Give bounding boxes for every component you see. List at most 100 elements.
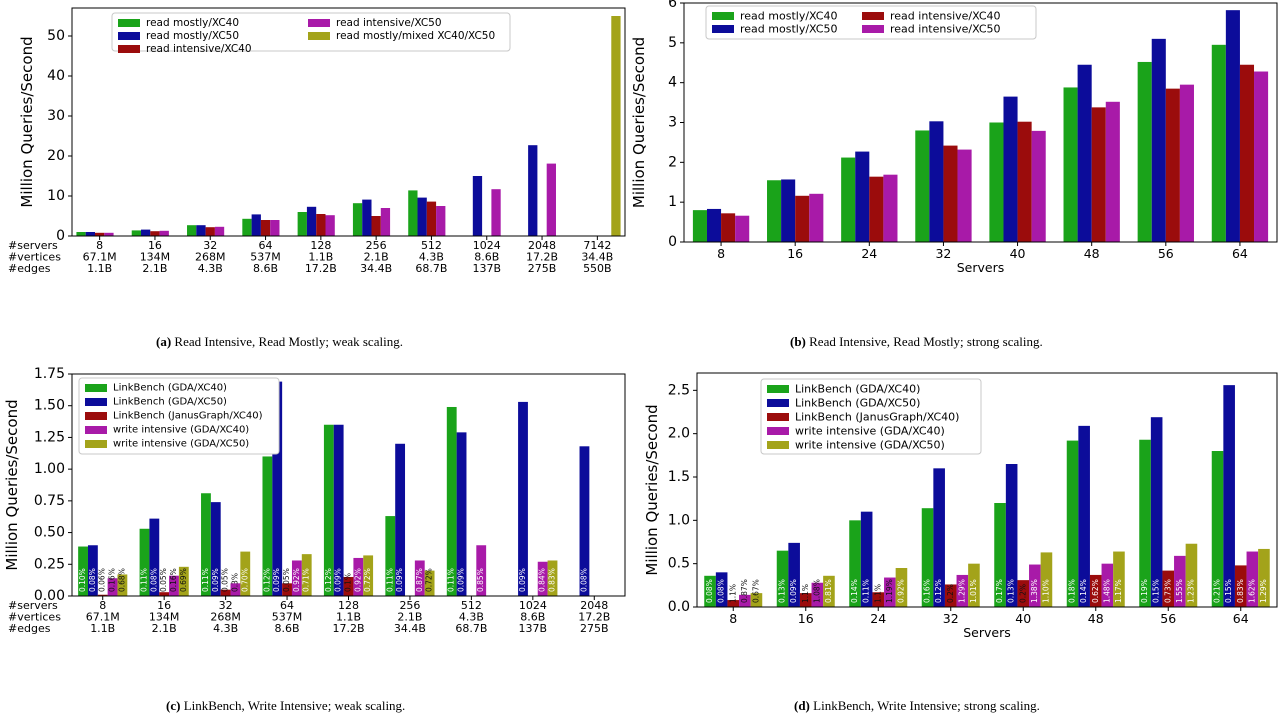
legend-swatch [308,32,330,40]
bar [943,145,958,242]
x-tick-label: 1.1B [87,262,112,275]
bar [446,406,457,596]
bar [1091,107,1106,242]
legend-swatch [862,25,884,33]
bar-value-label: 1.08% [812,579,821,603]
bar [776,550,789,607]
x-tick-label: 64 [1232,246,1248,261]
bar [131,230,142,236]
bar [788,542,800,607]
bar-value-label: 1.62% [1247,579,1256,603]
bar [472,176,483,236]
bar [117,574,128,596]
bar [956,574,969,607]
bar [220,589,231,596]
legend-swatch [767,427,789,435]
x-tick-label: 2.1B [364,251,389,264]
bar-value-label: 0.05% [159,568,168,592]
bar [546,163,556,236]
bar [884,577,896,607]
y-axis-label: Million Queries/Second [630,37,648,208]
legend-swatch [85,440,107,448]
bar [353,557,364,596]
bar-value-label: 1.1% [873,584,882,603]
bar [895,568,908,607]
row-label: #edges [8,622,51,635]
x-tick-label: 34.4B [360,262,392,275]
bar [823,575,835,607]
y-tick-label: 2.0 [668,426,690,442]
legend-entry: read intensive/XC40 [890,10,1001,23]
x-tick-label: 2.1B [152,622,177,635]
x-tick-label: 512 [421,239,442,252]
bar [169,575,179,596]
x-tick-label: 68.7B [455,622,487,635]
bar [721,213,736,242]
bar [282,583,292,596]
bar [781,179,796,242]
bar [735,215,750,242]
x-tick-label: 16 [798,611,814,626]
bar-value-label: 1.01% [969,579,978,603]
legend-entry: write intensive (GDA/XC40) [795,425,945,438]
x-tick-label: 256 [399,599,420,612]
legend-entry: read mostly/XC40 [740,10,837,23]
bar-value-label: 0.14% [850,579,859,603]
bar-value-label: 0.83% [1236,579,1245,603]
y-tick-label: 30 [47,108,65,124]
bar-value-label: 0.08% [88,568,97,592]
bar [968,563,980,607]
bar [426,201,437,236]
bar [149,518,160,596]
bar [150,231,160,236]
bar-value-label: 0.72% [425,568,434,592]
bar-value-label: 1.1% [728,584,737,603]
bar [872,592,885,607]
legend-swatch [767,399,789,407]
bar [210,502,221,596]
bar-value-label: 0.84% [538,568,547,592]
bar [704,575,716,607]
bar [1077,64,1092,242]
bar [944,584,957,607]
x-tick-label: 8 [717,246,725,261]
legend-swatch [767,413,789,421]
y-tick-label: 0.5 [668,556,690,572]
bar [611,16,621,236]
bar [1174,555,1186,607]
x-tick-label: 32 [935,246,951,261]
bar-value-label: 0.19% [1140,579,1149,603]
legend-entry: read mostly/XC40 [146,17,239,29]
y-axis-label: Million Queries/Second [18,36,36,207]
x-tick-label: 34.4B [394,622,426,635]
bar [715,572,728,607]
bar-value-label: 0.87% [415,568,424,592]
bar [1040,552,1053,607]
bar-value-label: 0.08% [717,579,726,603]
y-axis-label: Million Queries/Second [3,399,21,570]
row-label: #servers [8,599,58,612]
legend: LinkBench (GDA/XC40) LinkBench (GDA/XC50)… [78,377,280,455]
bar-value-label: 1.10% [1041,579,1050,603]
bar [883,174,898,242]
x-tick-label: 4.3B [459,611,484,624]
x-tick-label: 2048 [580,599,608,612]
bar [841,157,856,242]
y-tick-label: 2.5 [668,382,690,398]
bar [408,190,418,236]
x-tick-label: 16 [148,239,162,252]
x-tick-label: 67.1M [83,251,117,264]
caption-text: LinkBench, Write Intensive; strong scali… [813,698,1040,713]
bar [363,555,374,596]
bar [855,151,870,242]
x-tick-label: 16 [157,599,171,612]
bar [242,218,252,236]
y-tick-label: 0.25 [34,556,65,572]
legend-box [78,377,280,455]
bar [1063,87,1078,243]
x-tick-label: 67.1M [86,611,120,624]
bar [205,227,215,236]
figure-caption: (b) Read Intensive, Read Mostly; strong … [790,334,1043,349]
bar-value-label: 0.1% [344,573,353,592]
